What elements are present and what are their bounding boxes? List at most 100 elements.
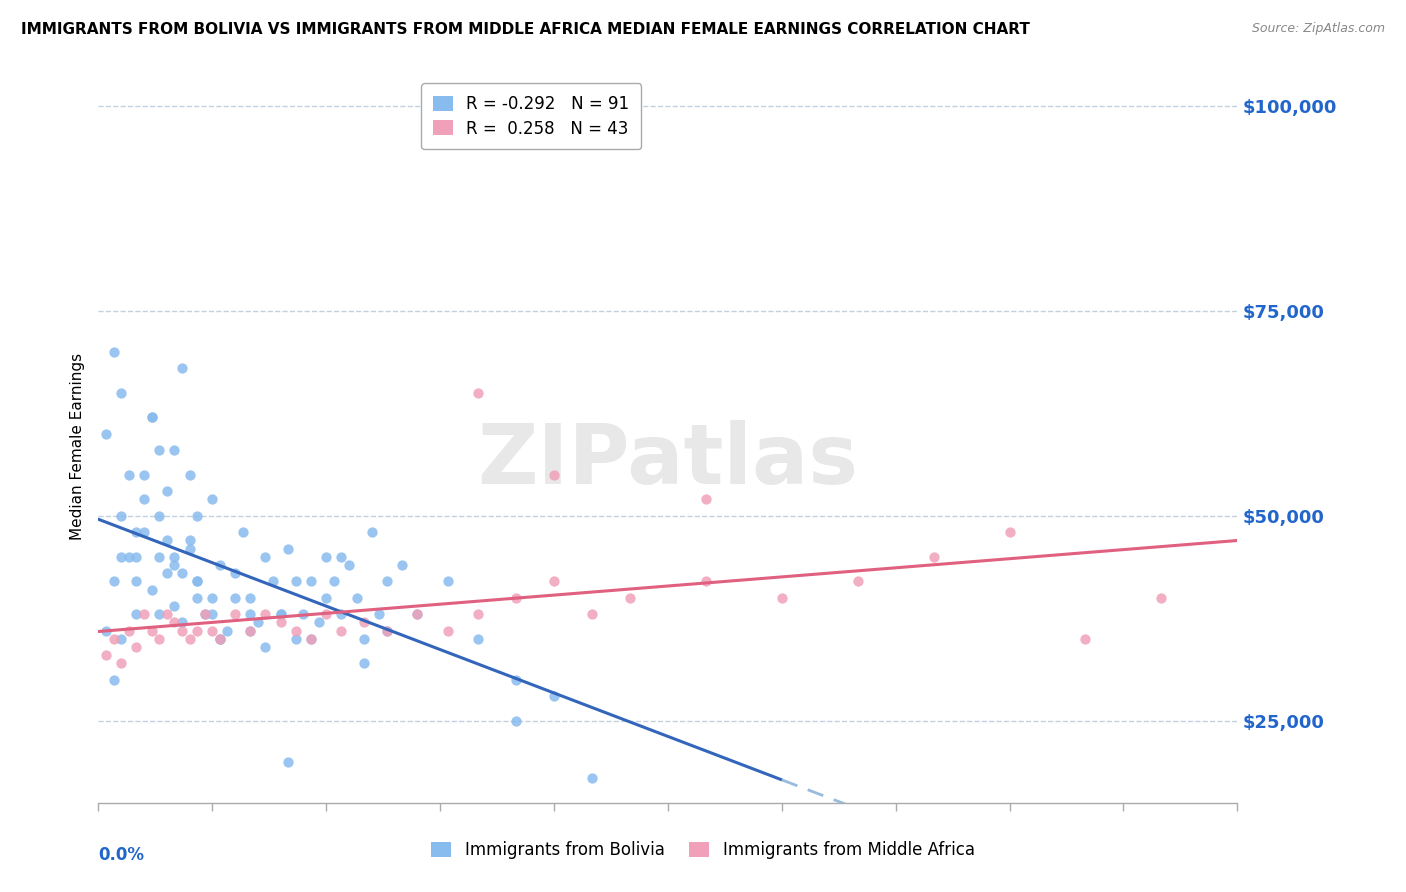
Legend: Immigrants from Bolivia, Immigrants from Middle Africa: Immigrants from Bolivia, Immigrants from…: [425, 835, 981, 866]
Point: [179, 541, 201, 556]
Point: [246, 615, 269, 630]
Point: [163, 599, 186, 613]
Point: [179, 467, 201, 482]
Text: ZIPatlas: ZIPatlas: [478, 420, 858, 500]
Point: [922, 549, 945, 564]
Point: [170, 566, 193, 581]
Point: [543, 689, 565, 703]
Text: Source: ZipAtlas.com: Source: ZipAtlas.com: [1251, 22, 1385, 36]
Point: [208, 632, 231, 646]
Point: [156, 533, 179, 548]
Point: [1150, 591, 1173, 605]
Point: [201, 492, 224, 507]
Point: [346, 591, 368, 605]
Point: [406, 607, 429, 622]
Point: [353, 615, 375, 630]
Point: [299, 632, 322, 646]
Point: [94, 624, 117, 638]
Point: [262, 574, 284, 589]
Point: [299, 574, 322, 589]
Point: [179, 533, 201, 548]
Point: [375, 624, 398, 638]
Point: [619, 591, 641, 605]
Point: [110, 549, 132, 564]
Point: [118, 624, 141, 638]
Point: [132, 492, 155, 507]
Point: [170, 615, 193, 630]
Point: [156, 566, 179, 581]
Point: [505, 714, 527, 728]
Point: [125, 574, 148, 589]
Point: [125, 549, 148, 564]
Point: [208, 632, 231, 646]
Point: [148, 607, 170, 622]
Point: [156, 484, 179, 499]
Point: [695, 492, 717, 507]
Point: [239, 607, 262, 622]
Point: [467, 607, 489, 622]
Point: [292, 607, 315, 622]
Point: [103, 632, 125, 646]
Point: [118, 549, 141, 564]
Point: [308, 615, 330, 630]
Point: [254, 640, 277, 654]
Text: IMMIGRANTS FROM BOLIVIA VS IMMIGRANTS FROM MIDDLE AFRICA MEDIAN FEMALE EARNINGS : IMMIGRANTS FROM BOLIVIA VS IMMIGRANTS FR…: [21, 22, 1031, 37]
Point: [170, 361, 193, 376]
Point: [110, 657, 132, 671]
Point: [1074, 632, 1097, 646]
Point: [186, 591, 208, 605]
Point: [353, 657, 375, 671]
Point: [254, 607, 277, 622]
Point: [505, 591, 527, 605]
Point: [103, 673, 125, 687]
Point: [277, 541, 299, 556]
Point: [436, 574, 458, 589]
Point: [770, 591, 793, 605]
Point: [337, 558, 360, 572]
Point: [170, 624, 193, 638]
Y-axis label: Median Female Earnings: Median Female Earnings: [69, 352, 84, 540]
Point: [125, 640, 148, 654]
Point: [375, 574, 398, 589]
Point: [201, 624, 224, 638]
Point: [330, 624, 353, 638]
Point: [186, 574, 208, 589]
Point: [224, 591, 246, 605]
Point: [322, 574, 344, 589]
Point: [118, 467, 141, 482]
Point: [846, 574, 869, 589]
Point: [224, 566, 246, 581]
Point: [163, 443, 186, 458]
Point: [998, 525, 1021, 540]
Point: [186, 508, 208, 523]
Point: [103, 574, 125, 589]
Point: [141, 410, 163, 425]
Point: [94, 648, 117, 662]
Point: [695, 574, 717, 589]
Point: [368, 607, 391, 622]
Point: [148, 443, 170, 458]
Point: [125, 607, 148, 622]
Point: [277, 755, 299, 769]
Point: [330, 607, 353, 622]
Point: [581, 607, 603, 622]
Point: [141, 582, 163, 597]
Point: [163, 615, 186, 630]
Point: [103, 344, 125, 359]
Point: [284, 574, 307, 589]
Point: [330, 549, 353, 564]
Point: [208, 632, 231, 646]
Point: [315, 607, 337, 622]
Point: [194, 607, 217, 622]
Point: [254, 549, 277, 564]
Point: [239, 624, 262, 638]
Point: [299, 632, 322, 646]
Text: 0.0%: 0.0%: [98, 846, 145, 863]
Point: [360, 525, 382, 540]
Point: [208, 558, 231, 572]
Point: [270, 607, 292, 622]
Point: [239, 624, 262, 638]
Point: [436, 624, 458, 638]
Point: [110, 508, 132, 523]
Point: [270, 607, 292, 622]
